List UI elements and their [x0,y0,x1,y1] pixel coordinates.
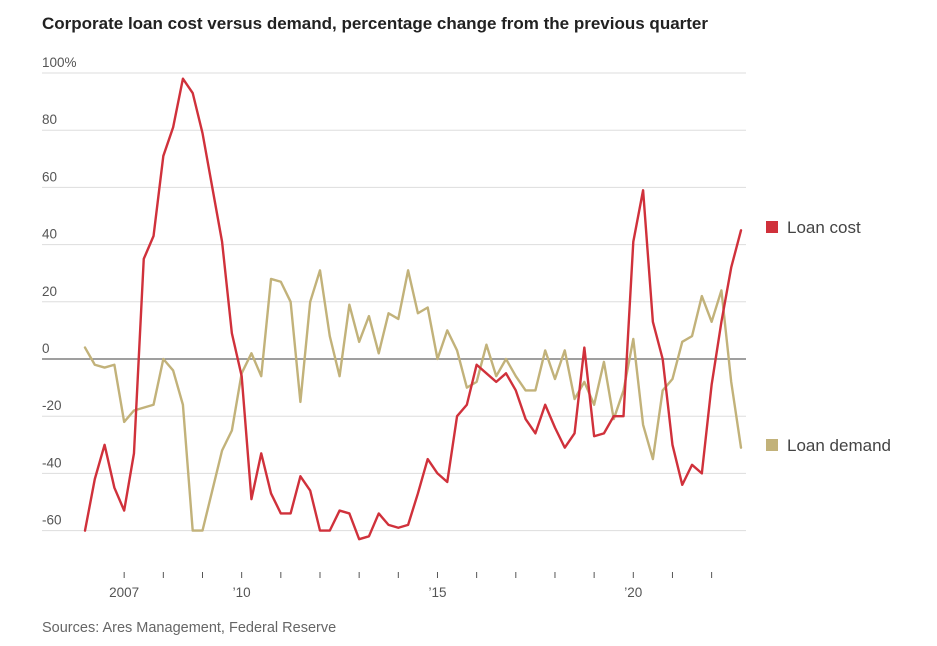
y-tick-label: 80 [42,112,57,127]
x-axis-ticks: 2007 ’10 ’15 ’20 [109,572,713,600]
gridlines [42,72,746,532]
y-tick-label: 40 [42,227,57,242]
legend-swatch [766,221,778,233]
y-axis-tick-labels: 100% 80 60 40 20 0 -20 -40 -60 [42,55,77,528]
x-tick-label: 2007 [109,585,139,600]
legend: Loan cost Loan demand [766,218,891,455]
y-tick-label: -60 [42,513,62,528]
x-tick-label: ’15 [428,585,446,600]
loan-demand-line [83,269,743,532]
series-lines [83,77,743,541]
source-note: Sources: Ares Management, Federal Reserv… [42,620,337,636]
legend-swatch [766,439,778,451]
x-tick-label: ’20 [624,585,642,600]
y-tick-label: 20 [42,284,57,299]
y-tick-label: -40 [42,455,62,470]
y-tick-label: 0 [42,341,50,356]
legend-label: Loan cost [787,218,861,237]
legend-label: Loan demand [787,436,891,455]
y-tick-label: 100% [42,55,77,70]
y-tick-label: -20 [42,398,62,413]
loan-cost-line [83,77,743,541]
chart-title: Corporate loan cost versus demand, perce… [42,14,709,33]
x-tick-label: ’10 [233,585,251,600]
y-tick-label: 60 [42,169,57,184]
